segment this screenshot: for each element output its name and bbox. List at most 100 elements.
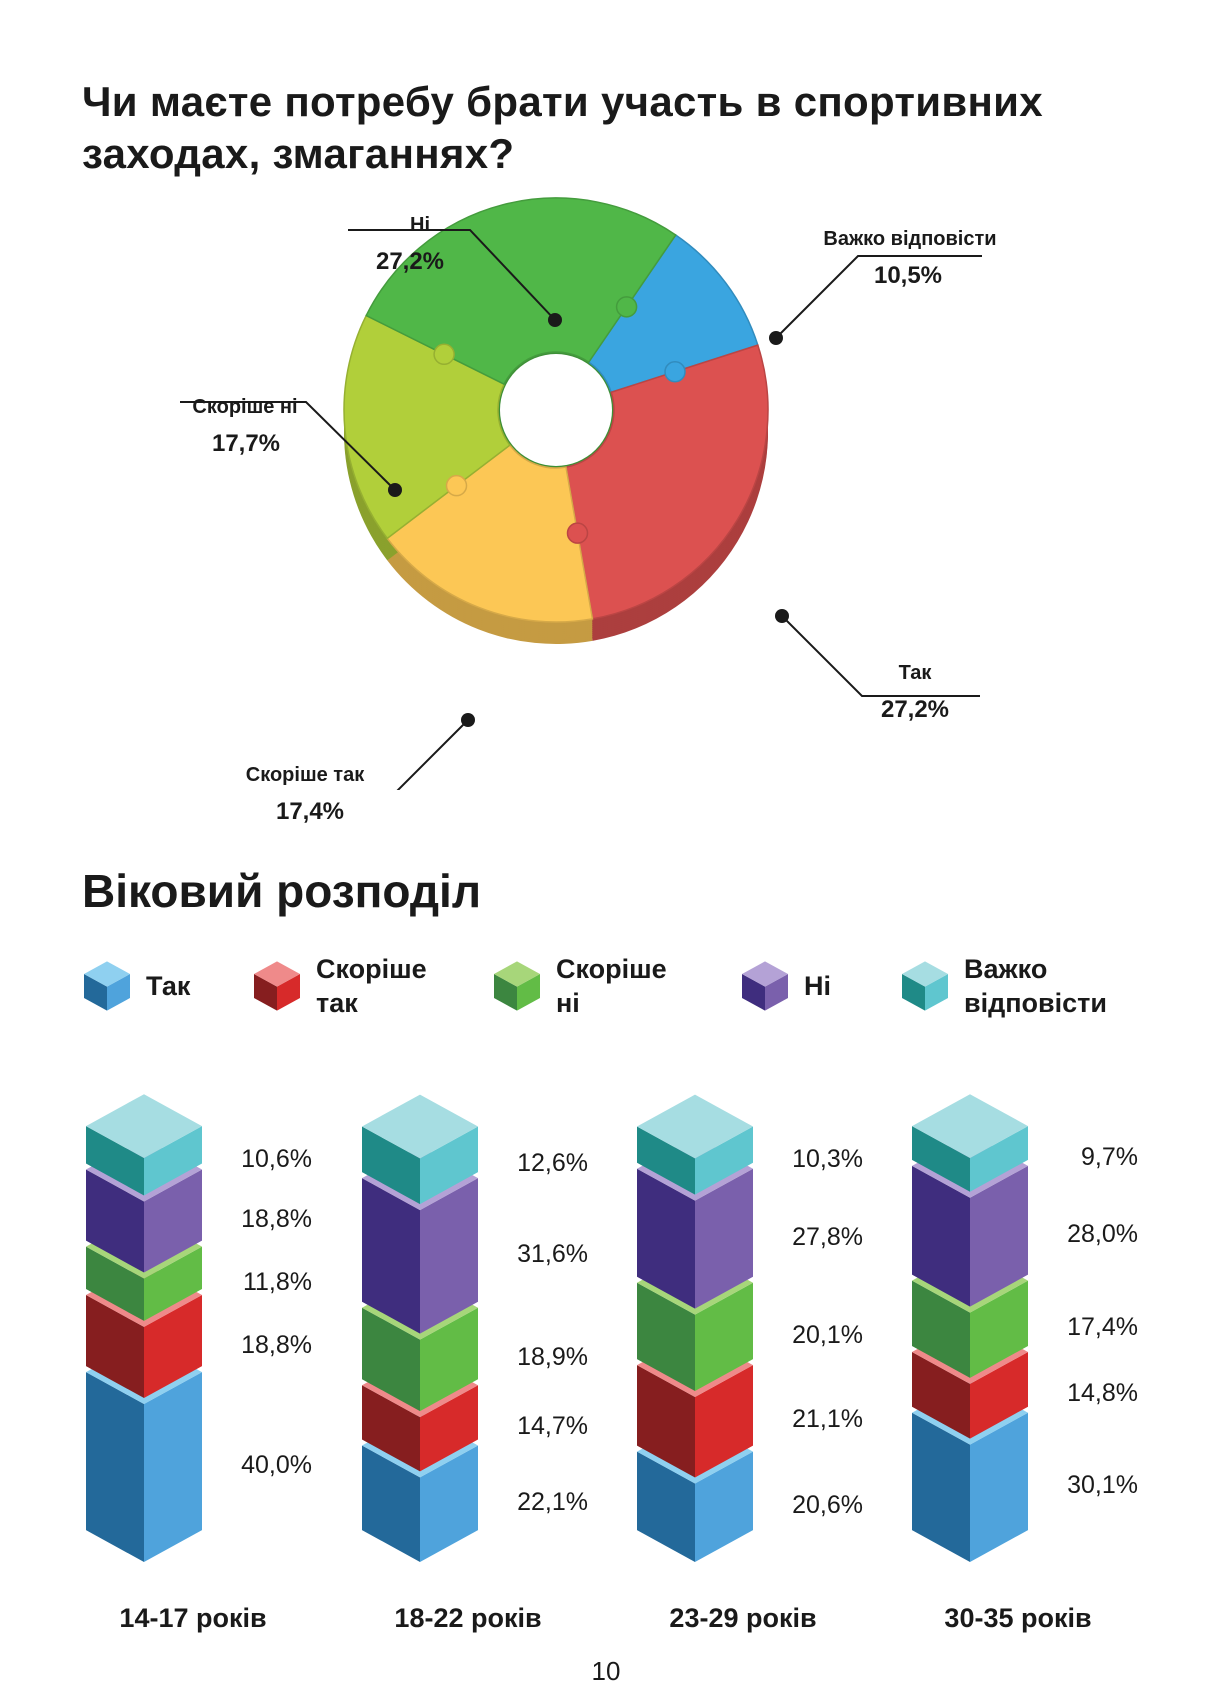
stack-cube-right-face xyxy=(695,1126,753,1195)
stack-cube-left-face xyxy=(912,1352,970,1439)
leader-line xyxy=(180,401,396,491)
stack-cube-left-face xyxy=(912,1412,970,1562)
stack-cube-right-face xyxy=(144,1295,202,1398)
legend-cube-top-face xyxy=(494,961,540,987)
pie-value-skorishe-tak: 17,4% xyxy=(275,798,345,825)
leader-dot xyxy=(548,313,562,327)
page-number: 10 xyxy=(591,1656,621,1686)
legend-cube-right-face xyxy=(925,974,948,1011)
stack-cube-left-face xyxy=(637,1451,695,1562)
puzzle-knob xyxy=(566,522,589,544)
legend-label: Так xyxy=(146,971,191,1001)
leader-line xyxy=(396,719,469,790)
leader-line xyxy=(781,615,980,697)
legend-cube-left-face xyxy=(84,974,107,1011)
stack-cube-left-face xyxy=(637,1168,695,1309)
segment-value-label: 12,6% xyxy=(517,1149,588,1178)
pie-label-vazhko: Важко відповісти xyxy=(823,228,997,250)
donut-slice-2 xyxy=(343,314,511,540)
pie-value-vazhko: 10,5% xyxy=(873,262,943,289)
stack-cube-top-face xyxy=(637,1094,753,1159)
legend-label: Скоріше так xyxy=(316,954,427,1018)
page-title: Чи маєте потребу брати участь в спортивн… xyxy=(82,78,1043,177)
segment-value-label: 14,7% xyxy=(517,1412,588,1441)
stack-cube-left-face xyxy=(362,1385,420,1472)
legend-cube-left-face xyxy=(254,974,277,1011)
pie-label-ni: Ні xyxy=(410,214,430,236)
stack-segment xyxy=(637,1094,753,1195)
stack-cube-left-face xyxy=(637,1126,695,1195)
legend-cube-top-face xyxy=(254,961,300,987)
pie-label-skorishe-ni: Скоріше ні xyxy=(192,396,298,418)
stack-cube-right-face xyxy=(970,1412,1028,1562)
stack-segment xyxy=(362,1094,478,1205)
stack-cube-left-face xyxy=(912,1165,970,1307)
stack-cube-right-face xyxy=(695,1168,753,1309)
donut-slice-0 xyxy=(565,344,769,620)
pie-value-tak: 27,2% xyxy=(880,696,950,723)
stack-cube-left-face xyxy=(362,1445,420,1562)
category-label: 23-29 років xyxy=(669,1603,817,1633)
leader-dot xyxy=(388,483,402,497)
stack-cube-left-face xyxy=(86,1126,144,1196)
legend-cube-icon xyxy=(254,961,300,1011)
legend-cube-left-face xyxy=(742,974,765,1011)
segment-value-label: 17,4% xyxy=(1067,1313,1138,1342)
stack-cube-right-face xyxy=(695,1365,753,1478)
segment-value-label: 9,7% xyxy=(1081,1142,1138,1171)
donut-slice-4 xyxy=(587,233,759,394)
legend-label: Важко відповісти xyxy=(964,954,1107,1018)
legend-label: Скоріше ні xyxy=(556,954,667,1018)
stack-cube-left-face xyxy=(362,1126,420,1205)
legend-cube-right-face xyxy=(107,974,130,1011)
stack-cube-left-face xyxy=(637,1365,695,1478)
donut-chart xyxy=(180,197,982,790)
stack-cube-right-face xyxy=(970,1165,1028,1307)
stack-cube-left-face xyxy=(362,1307,420,1412)
pie-value-ni: 27,2% xyxy=(375,248,445,275)
donut-hole xyxy=(500,354,612,466)
pie-label-tak: Так xyxy=(898,662,932,684)
legend-cube-icon xyxy=(84,961,130,1011)
stack-segment xyxy=(86,1094,202,1196)
stack-cube-right-face xyxy=(695,1451,753,1562)
donut-slice-1 xyxy=(386,444,594,623)
legend-cube-left-face xyxy=(902,974,925,1011)
category-label: 30-35 років xyxy=(944,1603,1092,1633)
stack-cube-left-face xyxy=(912,1126,970,1192)
stack-segment xyxy=(912,1094,1028,1192)
puzzle-knob xyxy=(445,474,468,497)
stack-cube-right-face xyxy=(420,1126,478,1205)
legend-cube-top-face xyxy=(742,961,788,987)
stack-cube-right-face xyxy=(695,1282,753,1392)
stack-cube-right-face xyxy=(144,1126,202,1196)
segment-value-label: 18,8% xyxy=(241,1330,312,1359)
stack-cube-right-face xyxy=(970,1352,1028,1439)
stacked-cubes-chart xyxy=(86,1094,1028,1562)
leader-line xyxy=(348,229,556,321)
stack-cube-right-face xyxy=(420,1385,478,1472)
section-title: Віковий розподіл xyxy=(82,865,482,917)
stack-cube-right-face xyxy=(420,1445,478,1562)
legend-cube-icon xyxy=(494,961,540,1011)
leader-dot xyxy=(769,331,783,345)
stack-cube-left-face xyxy=(637,1282,695,1392)
stack-cube-left-face xyxy=(86,1295,144,1398)
segment-value-label: 40,0% xyxy=(241,1451,312,1480)
leader-dot xyxy=(775,609,789,623)
segment-value-label: 22,1% xyxy=(517,1487,588,1516)
stack-cube-top-face xyxy=(362,1094,478,1159)
legend-cube-icon xyxy=(902,961,948,1011)
stack-cube-right-face xyxy=(420,1178,478,1334)
segment-value-label: 31,6% xyxy=(517,1239,588,1268)
stack-cube-right-face xyxy=(970,1126,1028,1192)
stack-cube-left-face xyxy=(912,1280,970,1378)
legend-cube-icon xyxy=(742,961,788,1011)
stack-cube-right-face xyxy=(144,1169,202,1273)
stack-cube-right-face xyxy=(144,1372,202,1562)
donut-slice-3 xyxy=(365,197,677,386)
puzzle-knob xyxy=(433,343,455,366)
segment-value-label: 18,9% xyxy=(517,1343,588,1372)
segment-value-label: 21,1% xyxy=(792,1405,863,1434)
legend-cube-right-face xyxy=(517,974,540,1011)
